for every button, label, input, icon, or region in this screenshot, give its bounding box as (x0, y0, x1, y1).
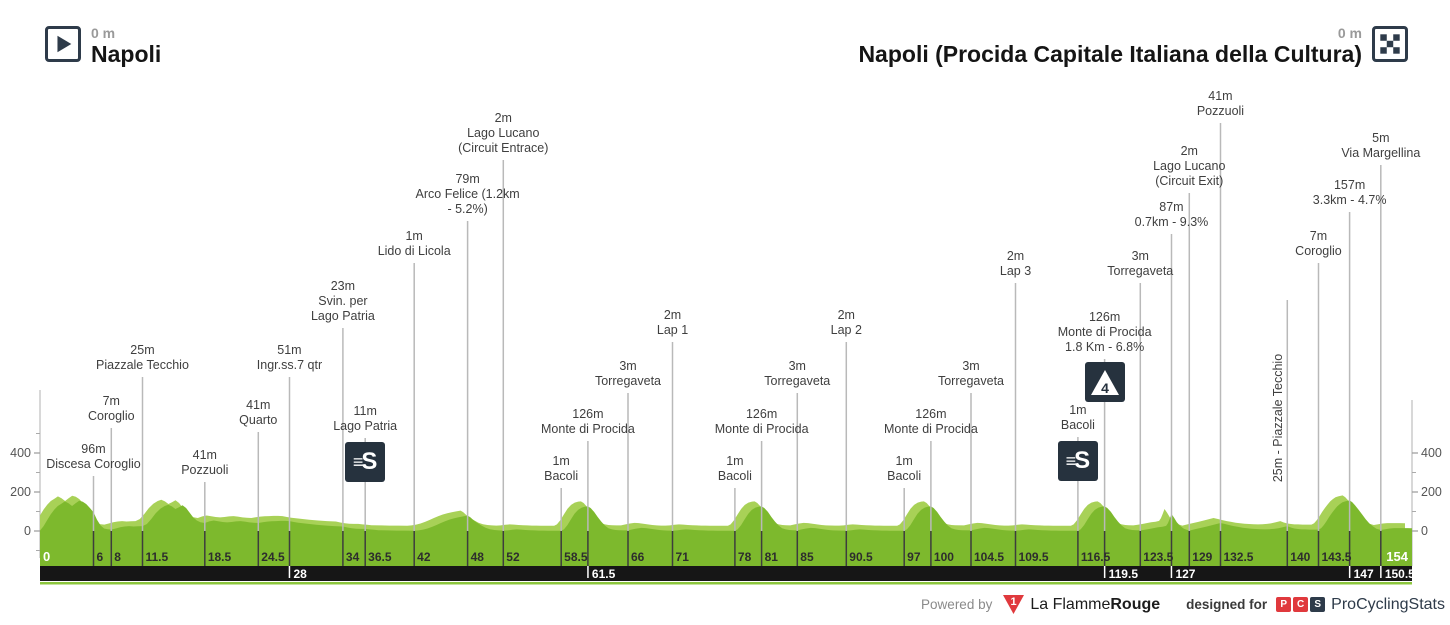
axis-label: 129 (1192, 550, 1212, 564)
km-bar-tick (1170, 566, 1173, 578)
lfr-name-regular: La Flamme (1030, 595, 1111, 613)
axis-label: 8 (114, 550, 121, 564)
axis-label: 11.5 (145, 550, 168, 564)
finish-header: 0 m Napoli (Procida Capitale Italiana de… (858, 26, 1408, 67)
km-bar-tick (587, 566, 589, 578)
footer: Powered by 1 La Flamme Rouge designed for… (921, 594, 1445, 615)
axis-label: 200 (10, 485, 31, 499)
axis-label: 42 (417, 550, 431, 564)
axis-label: 123.5 (1143, 550, 1173, 564)
start-header-text: 0 m Napoli (91, 25, 162, 68)
finish-icon (1372, 26, 1408, 62)
km-bar-tick (1348, 566, 1351, 578)
pcs-letter-c: C (1293, 597, 1309, 612)
axis-label: 147 (1354, 567, 1374, 581)
km-bar-tick (1380, 566, 1382, 578)
checkered-flag-icon (1380, 34, 1400, 54)
pcs-name-text: ProCyclingStats (1331, 595, 1445, 613)
start-header: 0 m Napoli (45, 26, 161, 67)
finish-elevation: 0 m (1337, 25, 1362, 41)
axis-label: 52 (506, 550, 520, 564)
axis-label: 18.5 (208, 550, 232, 564)
lfr-badge-number: 1 (1011, 596, 1017, 608)
procyclingstats-logo[interactable]: P C S ProCyclingStats (1276, 596, 1445, 614)
axis-label: 116.5 (1081, 550, 1111, 564)
axis-label: 0 (43, 549, 50, 564)
axis-label: 119.5 (1109, 567, 1139, 581)
axis-label: 24.5 (261, 550, 285, 564)
axis-label: 0 (24, 524, 31, 538)
finish-header-text: 0 m Napoli (Procida Capitale Italiana de… (858, 25, 1362, 68)
axis-label: 97 (907, 550, 921, 564)
km-bar (40, 566, 1412, 581)
axis-label: 132.5 (1223, 550, 1253, 564)
axis-label: 61.5 (592, 567, 616, 581)
axis-label: 100 (934, 550, 954, 564)
bottom-green-line (40, 582, 1412, 585)
axis-label: 400 (1421, 446, 1442, 460)
axis-label: 154 (1386, 549, 1408, 564)
designed-for-text: designed for (1186, 597, 1268, 612)
axis-label: 90.5 (849, 550, 873, 564)
play-icon (57, 35, 72, 53)
axis-label: 34 (346, 550, 360, 564)
axis-label: 58.5 (564, 550, 588, 564)
elevation-area (40, 500, 1412, 566)
start-name: Napoli (91, 41, 162, 67)
axis-label: 66 (631, 550, 645, 564)
start-icon (45, 26, 81, 62)
axis-label: 36.5 (368, 550, 392, 564)
axis-label: 143.5 (1321, 550, 1351, 564)
finish-name: Napoli (Procida Capitale Italiana della … (858, 41, 1362, 67)
axis-label: 85 (800, 550, 814, 564)
powered-by-text: Powered by (921, 597, 993, 612)
la-flamme-rouge-logo[interactable]: 1 La Flamme Rouge (1002, 594, 1160, 615)
axis-label: 127 (1175, 567, 1195, 581)
axis-label: 104.5 (974, 550, 1004, 564)
axis-label: 28 (293, 567, 307, 581)
axis-label: 150.5 (1385, 567, 1415, 581)
axis-label: 140 (1290, 550, 1310, 564)
lfr-triangle-icon: 1 (1003, 595, 1025, 614)
axis-label: 0 (1421, 524, 1428, 538)
axis-label: 200 (1421, 485, 1442, 499)
axis-label: 109.5 (1019, 550, 1049, 564)
axis-label: 48 (471, 550, 485, 564)
axis-label: 81 (765, 550, 779, 564)
lfr-name-bold: Rouge (1110, 595, 1161, 613)
km-bar-tick (1103, 566, 1106, 578)
axis-label: 78 (738, 550, 752, 564)
km-bar-tick (288, 566, 291, 578)
start-elevation: 0 m (91, 25, 116, 41)
pcs-letter-p: P (1276, 597, 1292, 612)
axis-label: 400 (10, 446, 31, 460)
axis-label: 71 (676, 550, 690, 564)
axis-label: 6 (96, 550, 103, 564)
pcs-letter-s: S (1310, 597, 1326, 612)
